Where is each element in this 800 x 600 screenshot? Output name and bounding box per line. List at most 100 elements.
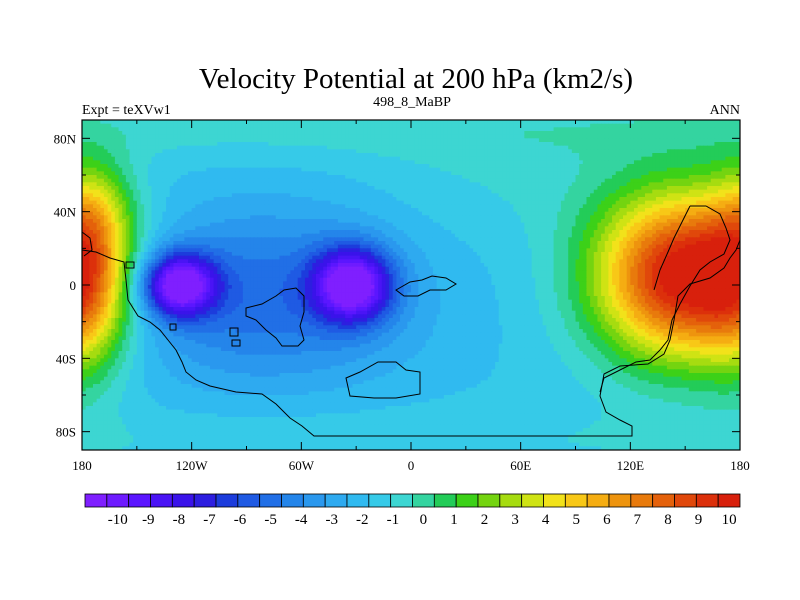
field-cell (202, 178, 207, 183)
field-cell (644, 164, 650, 169)
field-cell (184, 145, 189, 150)
field-cell (257, 211, 262, 216)
field-cell (166, 127, 171, 132)
field-cell (359, 197, 365, 202)
field-cell (535, 200, 540, 205)
field-cell (202, 127, 207, 132)
field-cell (261, 131, 266, 136)
field-cell (301, 211, 306, 216)
field-cell (253, 200, 259, 205)
field-cell (476, 197, 482, 202)
field-cell (480, 219, 485, 224)
field-cell (301, 120, 306, 125)
field-cell (330, 175, 335, 180)
field-cell (498, 138, 503, 143)
field-cell (692, 153, 697, 158)
field-cell (352, 153, 357, 158)
field-cell (356, 127, 361, 132)
field-cell (188, 160, 193, 165)
field-cell (579, 215, 584, 220)
field-cell (118, 123, 123, 128)
field-cell (162, 138, 167, 143)
field-cell (378, 175, 383, 180)
field-cell (301, 197, 306, 202)
field-cell (666, 175, 672, 180)
field-cell (652, 120, 657, 125)
field-cell (224, 219, 229, 224)
field-cell (517, 200, 522, 205)
field-cell (286, 138, 291, 143)
field-cell (133, 204, 138, 209)
field-cell (498, 219, 503, 224)
field-cell (151, 120, 156, 125)
field-cell (725, 193, 730, 198)
field-cell (513, 189, 518, 194)
field-cell (560, 175, 566, 180)
field-cell (718, 208, 723, 213)
field-cell (184, 138, 189, 143)
field-cell (100, 120, 105, 125)
field-cell (381, 145, 387, 150)
field-cell (414, 142, 419, 147)
field-cell (396, 200, 401, 205)
field-cell (253, 208, 259, 213)
field-cell (480, 182, 485, 187)
field-cell (155, 215, 160, 220)
field-cell (454, 189, 460, 194)
field-cell (473, 156, 478, 161)
field-cell (363, 127, 368, 132)
field-cell (633, 200, 639, 205)
field-cell (279, 153, 284, 158)
field-cell (151, 167, 156, 172)
field-cell (385, 219, 390, 224)
field-cell (696, 182, 701, 187)
field-cell (440, 204, 445, 209)
field-cell (615, 120, 620, 125)
field-cell (546, 178, 551, 183)
field-cell (400, 127, 405, 132)
field-cell (644, 204, 650, 209)
field-cell (421, 142, 427, 147)
field-cell (718, 134, 723, 139)
field-cell (198, 186, 204, 191)
field-cell (484, 189, 489, 194)
field-cell (509, 208, 514, 213)
field-cell (696, 167, 701, 172)
field-cell (498, 189, 503, 194)
field-cell (272, 145, 277, 150)
field-cell (429, 153, 434, 158)
field-cell (264, 197, 270, 202)
field-cell (626, 142, 631, 147)
field-cell (122, 208, 127, 213)
field-cell (674, 211, 679, 216)
field-cell (721, 167, 726, 172)
field-cell (619, 175, 624, 180)
field-cell (710, 204, 716, 209)
field-cell (89, 211, 94, 216)
field-cell (597, 153, 602, 158)
field-cell (82, 211, 87, 216)
field-cell (571, 167, 577, 172)
field-cell (239, 131, 244, 136)
field-cell (480, 193, 485, 198)
field-cell (235, 127, 240, 132)
field-cell (304, 204, 310, 209)
field-cell (257, 197, 262, 202)
field-cell (666, 204, 672, 209)
field-cell (666, 178, 672, 183)
field-cell (568, 204, 573, 209)
field-cell (304, 160, 310, 165)
field-cell (304, 197, 310, 202)
field-cell (359, 175, 365, 180)
field-cell (257, 178, 262, 183)
field-cell (133, 197, 138, 202)
field-cell (568, 145, 573, 150)
field-cell (166, 153, 171, 158)
field-cell (487, 171, 493, 176)
field-cell (348, 160, 354, 165)
field-cell (235, 149, 240, 154)
field-cell (440, 197, 445, 202)
field-cell (480, 145, 485, 150)
field-cell (612, 171, 617, 176)
field-cell (198, 138, 204, 143)
